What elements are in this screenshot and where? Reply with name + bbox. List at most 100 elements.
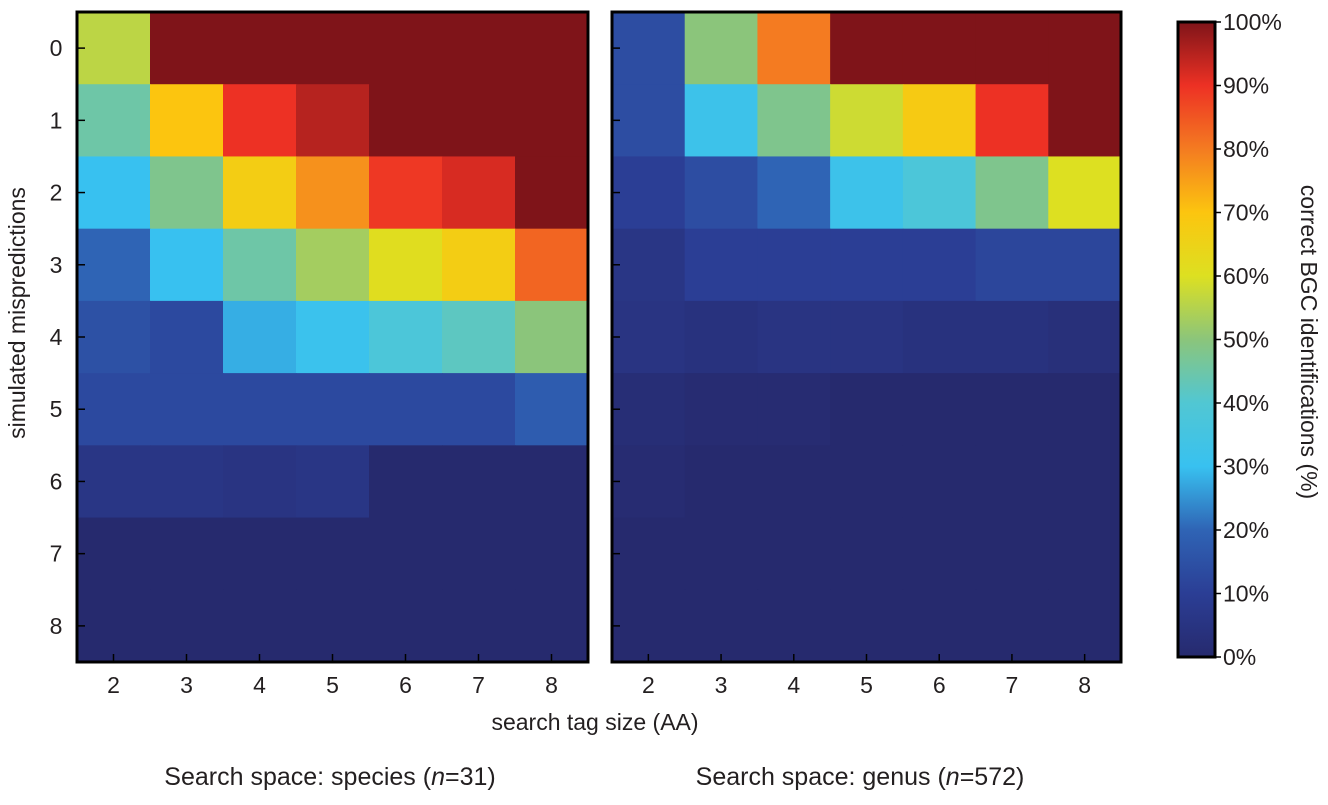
heatmap-cell (975, 84, 1049, 158)
heatmap-cell (975, 373, 1049, 446)
y-tick-label: 6 (50, 468, 63, 494)
x-tick-label: 4 (253, 672, 266, 698)
heatmap-cell (612, 228, 686, 302)
y-axis-label: simulated mispredictions (4, 187, 30, 439)
colorbar-tick-label: 100% (1223, 9, 1282, 35)
x-axis-label: search tag size (AA) (491, 709, 698, 735)
heatmap-cell (612, 589, 686, 663)
heatmap-cell (1048, 12, 1122, 85)
heatmap-species: 2 3 4 5 6 7 8 0 1 2 3 4 5 6 7 8 (50, 10, 590, 698)
heatmap-cell (612, 84, 686, 158)
heatmap-cell (515, 589, 589, 663)
y-tick-label: 8 (50, 613, 63, 639)
heatmap-cell (830, 589, 904, 663)
heatmap-cell (369, 12, 443, 85)
heatmap-cell (1048, 517, 1122, 591)
colorbar-tick-label: 10% (1223, 581, 1269, 607)
heatmap-cell (150, 445, 224, 519)
x-tick-label: 7 (1006, 672, 1019, 698)
heatmap-cell (296, 12, 370, 85)
y-tick-label: 4 (50, 324, 63, 350)
heatmap-cell (684, 445, 759, 519)
caption-genus: Search space: genus (n=572) (696, 763, 1025, 791)
heatmap-cell (684, 517, 759, 591)
y-tick-label: 2 (50, 180, 63, 206)
heatmap-cell (77, 12, 151, 85)
heatmap-cell (515, 12, 589, 85)
heatmap-cell (684, 373, 759, 446)
heatmap-cell (684, 12, 759, 85)
heatmap-cell (77, 445, 151, 519)
heatmap-cell (77, 373, 151, 446)
heatmap-cell (830, 228, 904, 302)
heatmap-cell (515, 373, 589, 446)
colorbar-tick-label: 50% (1223, 327, 1269, 353)
colorbar-tick-label: 60% (1223, 263, 1269, 289)
x-tick-label: 5 (326, 672, 339, 698)
heatmap-cell (1048, 228, 1122, 302)
heatmap-cell (830, 156, 904, 230)
heatmap-cell (442, 300, 516, 374)
heatmap-cell (369, 228, 443, 302)
caption-genus-post: =572) (960, 763, 1025, 791)
heatmap-cell (515, 445, 589, 519)
heatmap-cell (150, 228, 224, 302)
heatmap-cell (150, 589, 224, 663)
heatmap-cell (296, 445, 370, 519)
colorbar-tick-label: 90% (1223, 73, 1269, 99)
heatmap-cell (975, 445, 1049, 519)
heatmap-cell (612, 300, 686, 374)
heatmap-cell (442, 589, 516, 663)
heatmap-cell (830, 84, 904, 158)
heatmap-cell (515, 84, 589, 158)
caption-genus-pre: Search space: genus ( (696, 763, 947, 791)
heatmap-cell (442, 12, 516, 85)
colorbar-tick-label: 70% (1223, 200, 1269, 226)
heatmap-cell (684, 156, 759, 230)
heatmap-cell (975, 517, 1049, 591)
heatmap-cell (223, 373, 297, 446)
caption-species: Search space: species (n=31) (164, 763, 495, 791)
heatmap-cell (223, 12, 297, 85)
x-tick-label: 2 (642, 672, 655, 698)
colorbar-tick-label: 20% (1223, 517, 1269, 543)
heatmap-cell (975, 300, 1049, 374)
heatmap-cell (369, 517, 443, 591)
heatmap-cell (902, 228, 977, 302)
heatmap-cell (150, 300, 224, 374)
heatmap-cell (1048, 300, 1122, 374)
heatmap-cell (77, 84, 151, 158)
heatmap-cell (975, 589, 1049, 663)
heatmap-cell (1048, 84, 1122, 158)
heatmap-cell (223, 445, 297, 519)
y-tick-label: 5 (50, 396, 63, 422)
caption-genus-n: n (946, 763, 960, 791)
y-tick-label: 3 (50, 252, 63, 278)
heatmap-cell (684, 228, 759, 302)
heatmap-cell (296, 228, 370, 302)
heatmap-cell (369, 373, 443, 446)
heatmap-cell (369, 156, 443, 230)
heatmap-cell (296, 84, 370, 158)
heatmap-cell (515, 156, 589, 230)
caption-species-post: =31) (445, 763, 496, 791)
heatmap-cell (150, 517, 224, 591)
x-tick-label: 8 (545, 672, 558, 698)
heatmap-cell (515, 300, 589, 374)
heatmap-cell (442, 517, 516, 591)
heatmap-cell (223, 228, 297, 302)
x-tick-label: 4 (787, 672, 800, 698)
heatmap-cell (150, 156, 224, 230)
heatmap-cell (223, 300, 297, 374)
heatmap-cell (1048, 589, 1122, 663)
x-tick-label: 3 (180, 672, 193, 698)
heatmap-cell (612, 445, 686, 519)
heatmap-cell (830, 517, 904, 591)
heatmap-cell (296, 517, 370, 591)
heatmap-cell (612, 373, 686, 446)
colorbar-tick-label: 0% (1223, 644, 1256, 670)
heatmap-cell (902, 84, 977, 158)
heatmap-cell (150, 84, 224, 158)
heatmap-cell (612, 12, 686, 85)
